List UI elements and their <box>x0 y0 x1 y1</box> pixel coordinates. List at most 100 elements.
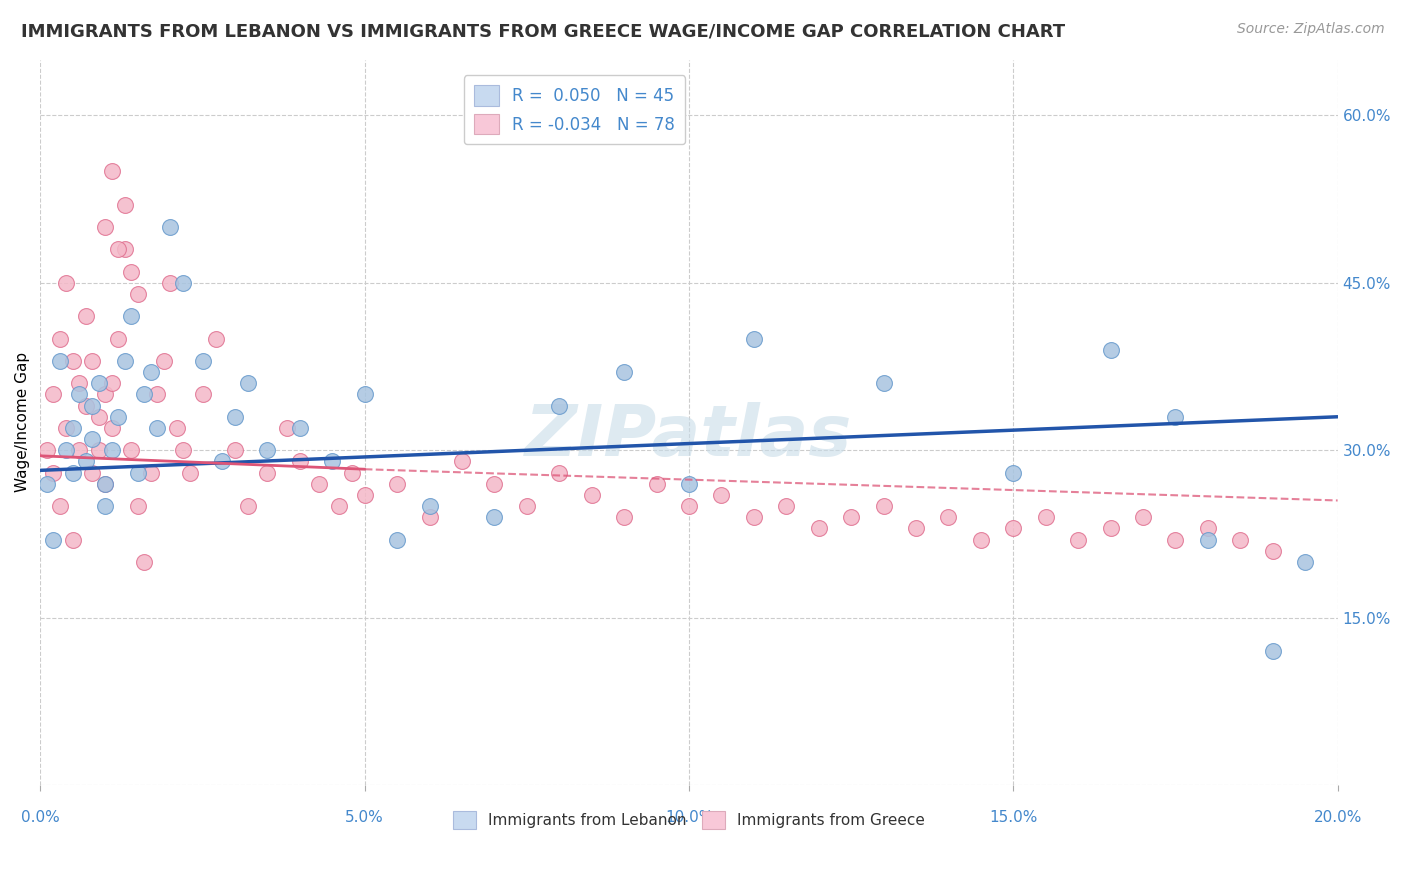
Point <box>82 399 104 413</box>
Point <box>353 387 375 401</box>
Point <box>42 466 65 480</box>
Point <box>166 421 188 435</box>
Point <box>55 421 77 435</box>
Point <box>1229 533 1251 547</box>
Point <box>49 354 72 368</box>
Point <box>1294 555 1316 569</box>
Point <box>49 332 72 346</box>
Point <box>645 476 668 491</box>
Point <box>419 510 441 524</box>
Point <box>308 476 330 491</box>
Legend: Immigrants from Lebanon, Immigrants from Greece: Immigrants from Lebanon, Immigrants from… <box>447 805 931 836</box>
Point <box>872 499 894 513</box>
Point <box>775 499 797 513</box>
Point <box>94 476 117 491</box>
Point <box>134 555 156 569</box>
Point <box>82 354 104 368</box>
Y-axis label: Wage/Income Gap: Wage/Income Gap <box>15 352 30 492</box>
Point <box>134 387 156 401</box>
Point <box>613 365 636 379</box>
Point <box>742 332 765 346</box>
Point <box>94 499 117 513</box>
Point <box>839 510 862 524</box>
Point <box>114 354 136 368</box>
Point <box>1132 510 1154 524</box>
Point <box>55 276 77 290</box>
Point <box>100 443 122 458</box>
Text: ZIPatlas: ZIPatlas <box>526 402 852 471</box>
Point <box>172 443 194 458</box>
Point <box>321 454 343 468</box>
Point <box>146 387 169 401</box>
Point <box>484 510 506 524</box>
Point <box>120 265 142 279</box>
Point <box>120 310 142 324</box>
Point <box>159 220 181 235</box>
Point <box>710 488 733 502</box>
Point <box>581 488 603 502</box>
Point <box>236 499 259 513</box>
Point <box>1002 521 1025 535</box>
Point <box>385 533 408 547</box>
Point <box>807 521 830 535</box>
Point <box>62 354 84 368</box>
Point <box>1099 343 1122 357</box>
Point <box>62 533 84 547</box>
Point <box>191 387 214 401</box>
Point <box>211 454 233 468</box>
Point <box>49 499 72 513</box>
Point <box>67 376 90 391</box>
Point <box>75 454 97 468</box>
Point <box>94 220 117 235</box>
Point <box>100 164 122 178</box>
Point <box>87 443 110 458</box>
Point <box>224 409 246 424</box>
Point <box>236 376 259 391</box>
Point <box>328 499 350 513</box>
Point <box>548 466 571 480</box>
Point <box>179 466 201 480</box>
Point <box>55 443 77 458</box>
Point <box>75 399 97 413</box>
Point <box>484 476 506 491</box>
Point <box>87 409 110 424</box>
Point <box>107 332 129 346</box>
Point <box>42 533 65 547</box>
Point <box>114 197 136 211</box>
Point <box>872 376 894 391</box>
Point <box>451 454 474 468</box>
Point <box>938 510 960 524</box>
Point <box>678 499 700 513</box>
Text: 20.0%: 20.0% <box>1313 810 1362 825</box>
Point <box>87 376 110 391</box>
Text: IMMIGRANTS FROM LEBANON VS IMMIGRANTS FROM GREECE WAGE/INCOME GAP CORRELATION CH: IMMIGRANTS FROM LEBANON VS IMMIGRANTS FR… <box>21 22 1066 40</box>
Point <box>139 466 162 480</box>
Point <box>82 466 104 480</box>
Point <box>94 387 117 401</box>
Point <box>82 432 104 446</box>
Point <box>340 466 363 480</box>
Point <box>516 499 538 513</box>
Point <box>139 365 162 379</box>
Point <box>419 499 441 513</box>
Point <box>146 421 169 435</box>
Point <box>67 387 90 401</box>
Point <box>100 421 122 435</box>
Point <box>256 466 278 480</box>
Point <box>191 354 214 368</box>
Point <box>1002 466 1025 480</box>
Point <box>62 466 84 480</box>
Text: 10.0%: 10.0% <box>665 810 713 825</box>
Point <box>42 387 65 401</box>
Point <box>1067 533 1090 547</box>
Point <box>1197 533 1219 547</box>
Point <box>1164 409 1187 424</box>
Point <box>204 332 226 346</box>
Point <box>742 510 765 524</box>
Point <box>678 476 700 491</box>
Point <box>152 354 174 368</box>
Point <box>1261 644 1284 658</box>
Point <box>120 443 142 458</box>
Point <box>127 499 149 513</box>
Text: 5.0%: 5.0% <box>346 810 384 825</box>
